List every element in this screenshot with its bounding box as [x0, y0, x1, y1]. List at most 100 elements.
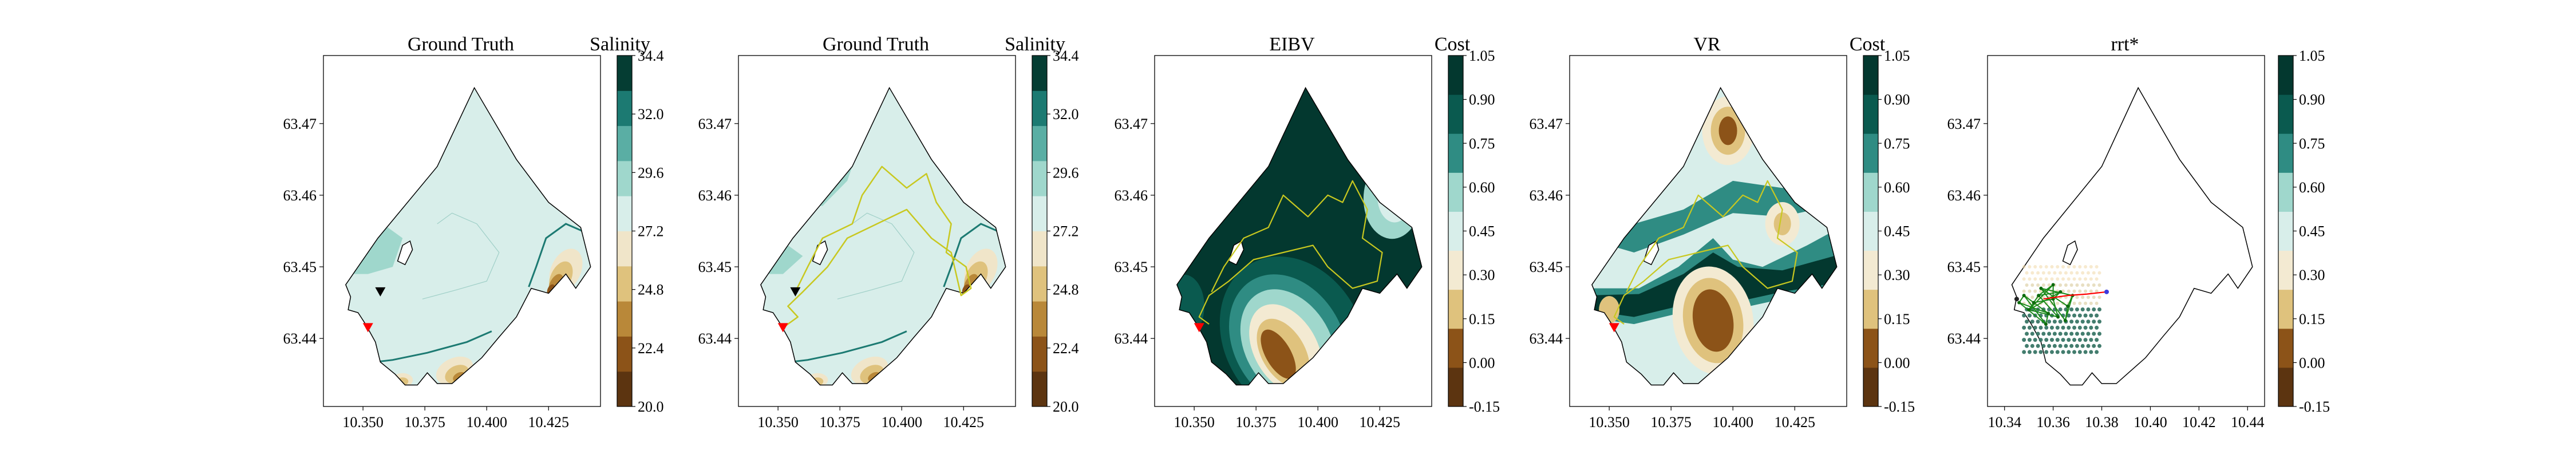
colorbar-band — [617, 125, 632, 161]
panel-5-map — [2011, 86, 2253, 386]
y-tick-label: 63.44 — [698, 330, 732, 347]
grid-point — [2072, 265, 2076, 269]
grid-point — [2092, 295, 2096, 299]
grid-point — [2036, 271, 2040, 275]
survey-path — [783, 165, 972, 329]
panel-4-y-ticks: 63.44 63.45 63.46 63.47 — [1530, 116, 1570, 347]
y-tick-label: 63.47 — [1947, 116, 1981, 132]
rrt-edge — [2018, 302, 2049, 314]
colorbar-tick-label: 0.75 — [1884, 135, 1910, 152]
grid-point — [2081, 283, 2085, 287]
x-tick-label: 10.375 — [1235, 414, 1277, 431]
grid-point — [2064, 271, 2068, 275]
grid-point — [2069, 331, 2074, 336]
grid-point — [2084, 301, 2088, 305]
grid-point — [2052, 331, 2057, 336]
x-tick-label: 10.40 — [2134, 414, 2167, 431]
colorbar-band — [1448, 133, 1463, 173]
grid-point — [2089, 350, 2093, 354]
grid-point — [2080, 319, 2085, 324]
grid-point — [2056, 301, 2060, 305]
rrt-node — [2046, 311, 2050, 315]
colorbar-tick-label: 0.30 — [1884, 267, 1910, 283]
colorbar-band — [1448, 250, 1463, 290]
grid-point — [2036, 319, 2040, 324]
grid-point — [2095, 313, 2099, 318]
x-tick-label: 10.400 — [1297, 414, 1338, 431]
salinity-contour-line — [837, 212, 915, 299]
grid-point — [2044, 277, 2048, 281]
grid-point — [2072, 338, 2077, 342]
grid-point — [2061, 338, 2065, 342]
grid-point — [2067, 265, 2071, 269]
x-tick-label: 10.350 — [1589, 414, 1630, 431]
colorbar-band — [2278, 133, 2293, 173]
grid-point — [2069, 319, 2074, 324]
rrt-edge — [2064, 295, 2073, 321]
grid-point — [2097, 331, 2102, 336]
panel-1-colorbar: 20.0 22.4 24.8 27.2 29.6 32.0 34.4 — [617, 48, 664, 415]
x-tick-label: 10.400 — [881, 414, 922, 431]
colorbar-band — [1032, 56, 1047, 91]
position-marker — [362, 323, 373, 333]
rrt-edge — [2038, 295, 2059, 318]
grid-point — [2047, 331, 2052, 336]
survey-path — [1613, 180, 1798, 325]
grid-point — [2077, 325, 2082, 330]
panel-2-y-ticks: 63.44 63.45 63.46 63.47 — [698, 116, 738, 347]
colorbar-band — [1448, 367, 1463, 407]
grid-point — [2086, 319, 2091, 324]
panel-2-colorbar: 20.0 22.4 24.8 27.2 29.6 32.0 34.4 — [1032, 48, 1079, 415]
grid-point — [2083, 338, 2088, 342]
rrt-node — [2063, 318, 2067, 322]
colorbar-tick-label: 0.60 — [2299, 179, 2325, 196]
grid-point — [2092, 344, 2096, 348]
x-tick-label: 10.425 — [528, 414, 570, 431]
grid-point — [2075, 331, 2079, 336]
panel-3-colorbar: -0.15 0.00 0.15 0.30 0.45 0.60 0.75 0.90 1.05 — [1448, 48, 1500, 415]
colorbar-band — [617, 160, 632, 196]
grid-point — [2058, 344, 2063, 348]
rrt-node — [2051, 283, 2055, 287]
colorbar-tick-label: 0.30 — [1469, 267, 1495, 283]
grid-point — [2067, 289, 2071, 293]
x-tick-label: 10.350 — [342, 414, 384, 431]
grid-point — [2022, 338, 2026, 342]
panel-5-colorbar: -0.15 0.00 0.15 0.30 0.45 0.60 0.75 0.90 1.05 — [2278, 48, 2330, 415]
grid-point — [2052, 344, 2057, 348]
panel-1-y-ticks: 63.44 63.45 63.46 63.47 — [283, 116, 323, 347]
colorbar-tick-label: 0.15 — [1884, 311, 1910, 327]
grid-point — [2067, 325, 2071, 330]
x-tick-label: 10.44 — [2231, 414, 2265, 431]
cost-band — [1591, 180, 1837, 252]
grid-point — [2047, 271, 2051, 275]
salinity-contour-line — [422, 212, 500, 299]
rrt-edge — [2018, 302, 2046, 325]
grid-point — [2061, 265, 2065, 269]
cost-band — [1692, 289, 1734, 352]
grid-point — [2036, 283, 2040, 287]
grid-point — [2067, 338, 2071, 342]
grid-point — [2061, 289, 2065, 293]
grid-point — [2097, 307, 2102, 311]
grid-point — [2050, 325, 2055, 330]
grid-point — [2095, 301, 2099, 305]
panel-1-x-ticks: 10.350 10.375 10.400 10.425 — [342, 406, 569, 431]
colorbar-tick-label: -0.15 — [2299, 398, 2330, 415]
grid-point — [2086, 271, 2090, 275]
grid-point — [2022, 325, 2026, 330]
colorbar-band — [1032, 90, 1047, 127]
grid-point — [2038, 265, 2042, 269]
grid-point — [2053, 271, 2057, 275]
coastline-outline — [1591, 86, 1838, 386]
grid-point — [2069, 283, 2073, 287]
grid-point — [2095, 338, 2099, 342]
rrt-node — [2037, 294, 2041, 298]
rrt-node — [2044, 322, 2048, 326]
panel-5-title: rrt* — [2111, 34, 2139, 55]
colorbar-band — [2278, 367, 2293, 407]
rrt-node — [2017, 301, 2021, 305]
coastline-outline — [345, 86, 591, 386]
grid-point — [2061, 325, 2065, 330]
colorbar-band — [2278, 328, 2293, 368]
